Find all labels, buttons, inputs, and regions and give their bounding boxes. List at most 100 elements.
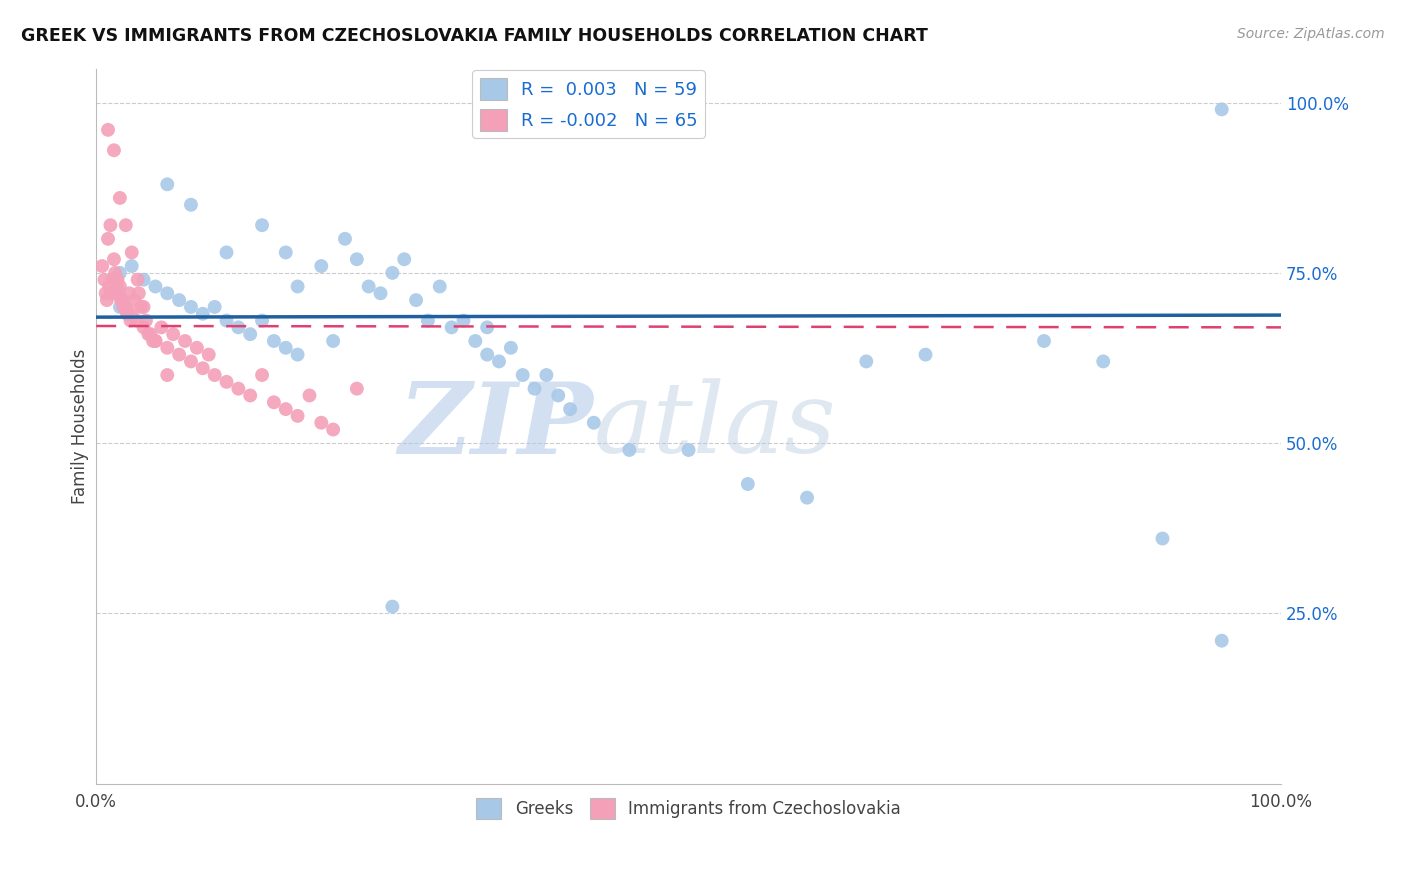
- Y-axis label: Family Households: Family Households: [72, 349, 89, 504]
- Point: [104, 266, 127, 280]
- Point: [287, 279, 309, 293]
- Point: [346, 382, 368, 396]
- Text: Source: ZipAtlas.com: Source: ZipAtlas.com: [1237, 27, 1385, 41]
- Point: [346, 252, 368, 267]
- Point: [1033, 334, 1056, 348]
- Point: [381, 266, 404, 280]
- Point: [167, 348, 190, 362]
- Point: [523, 382, 546, 396]
- Point: [97, 123, 120, 137]
- Text: atlas: atlas: [593, 378, 837, 474]
- Point: [678, 442, 700, 457]
- Point: [125, 313, 148, 327]
- Point: [129, 300, 152, 314]
- Point: [239, 327, 262, 342]
- Point: [121, 245, 143, 260]
- Point: [180, 354, 202, 368]
- Point: [796, 491, 818, 505]
- Point: [174, 334, 197, 348]
- Point: [128, 286, 150, 301]
- Point: [274, 245, 297, 260]
- Point: [204, 300, 226, 314]
- Point: [145, 279, 167, 293]
- Point: [103, 143, 125, 157]
- Text: GREEK VS IMMIGRANTS FROM CZECHOSLOVAKIA FAMILY HOUSEHOLDS CORRELATION CHART: GREEK VS IMMIGRANTS FROM CZECHOSLOVAKIA …: [21, 27, 928, 45]
- Point: [145, 334, 167, 348]
- Point: [475, 320, 498, 334]
- Point: [156, 368, 179, 382]
- Point: [180, 198, 202, 212]
- Point: [135, 313, 157, 327]
- Point: [1211, 103, 1233, 117]
- Point: [381, 599, 404, 614]
- Point: [215, 245, 238, 260]
- Point: [117, 307, 139, 321]
- Point: [156, 286, 179, 301]
- Point: [274, 402, 297, 417]
- Point: [167, 293, 190, 307]
- Point: [108, 300, 131, 314]
- Point: [287, 348, 309, 362]
- Point: [512, 368, 534, 382]
- Point: [91, 259, 114, 273]
- Point: [114, 300, 136, 314]
- Point: [120, 313, 142, 327]
- Point: [287, 409, 309, 423]
- Point: [1211, 633, 1233, 648]
- Point: [108, 191, 131, 205]
- Point: [156, 341, 179, 355]
- Point: [98, 279, 121, 293]
- Point: [263, 334, 285, 348]
- Point: [1092, 354, 1115, 368]
- Point: [97, 232, 120, 246]
- Point: [127, 273, 149, 287]
- Point: [475, 348, 498, 362]
- Point: [101, 273, 124, 287]
- Point: [197, 348, 219, 362]
- Point: [122, 293, 145, 307]
- Point: [103, 252, 125, 267]
- Point: [394, 252, 416, 267]
- Point: [145, 334, 167, 348]
- Point: [100, 286, 122, 301]
- Point: [440, 320, 463, 334]
- Point: [737, 477, 759, 491]
- Point: [914, 348, 936, 362]
- Point: [112, 300, 135, 314]
- Point: [94, 286, 117, 301]
- Point: [298, 388, 321, 402]
- Point: [263, 395, 285, 409]
- Point: [115, 307, 138, 321]
- Point: [558, 402, 581, 417]
- Point: [132, 273, 155, 287]
- Point: [239, 388, 262, 402]
- Point: [111, 293, 134, 307]
- Text: ZIP: ZIP: [399, 378, 593, 475]
- Point: [405, 293, 427, 307]
- Point: [136, 327, 159, 342]
- Point: [150, 320, 173, 334]
- Point: [139, 327, 162, 342]
- Point: [274, 341, 297, 355]
- Point: [191, 361, 214, 376]
- Point: [132, 320, 155, 334]
- Point: [162, 327, 184, 342]
- Point: [333, 232, 356, 246]
- Point: [322, 334, 344, 348]
- Point: [536, 368, 558, 382]
- Point: [547, 388, 569, 402]
- Point: [453, 313, 475, 327]
- Point: [156, 178, 179, 192]
- Point: [121, 259, 143, 273]
- Point: [311, 259, 333, 273]
- Point: [107, 286, 129, 301]
- Point: [93, 273, 115, 287]
- Point: [114, 300, 136, 314]
- Point: [499, 341, 522, 355]
- Point: [118, 286, 141, 301]
- Point: [228, 320, 250, 334]
- Point: [108, 279, 131, 293]
- Point: [110, 293, 132, 307]
- Point: [107, 273, 129, 287]
- Point: [619, 442, 641, 457]
